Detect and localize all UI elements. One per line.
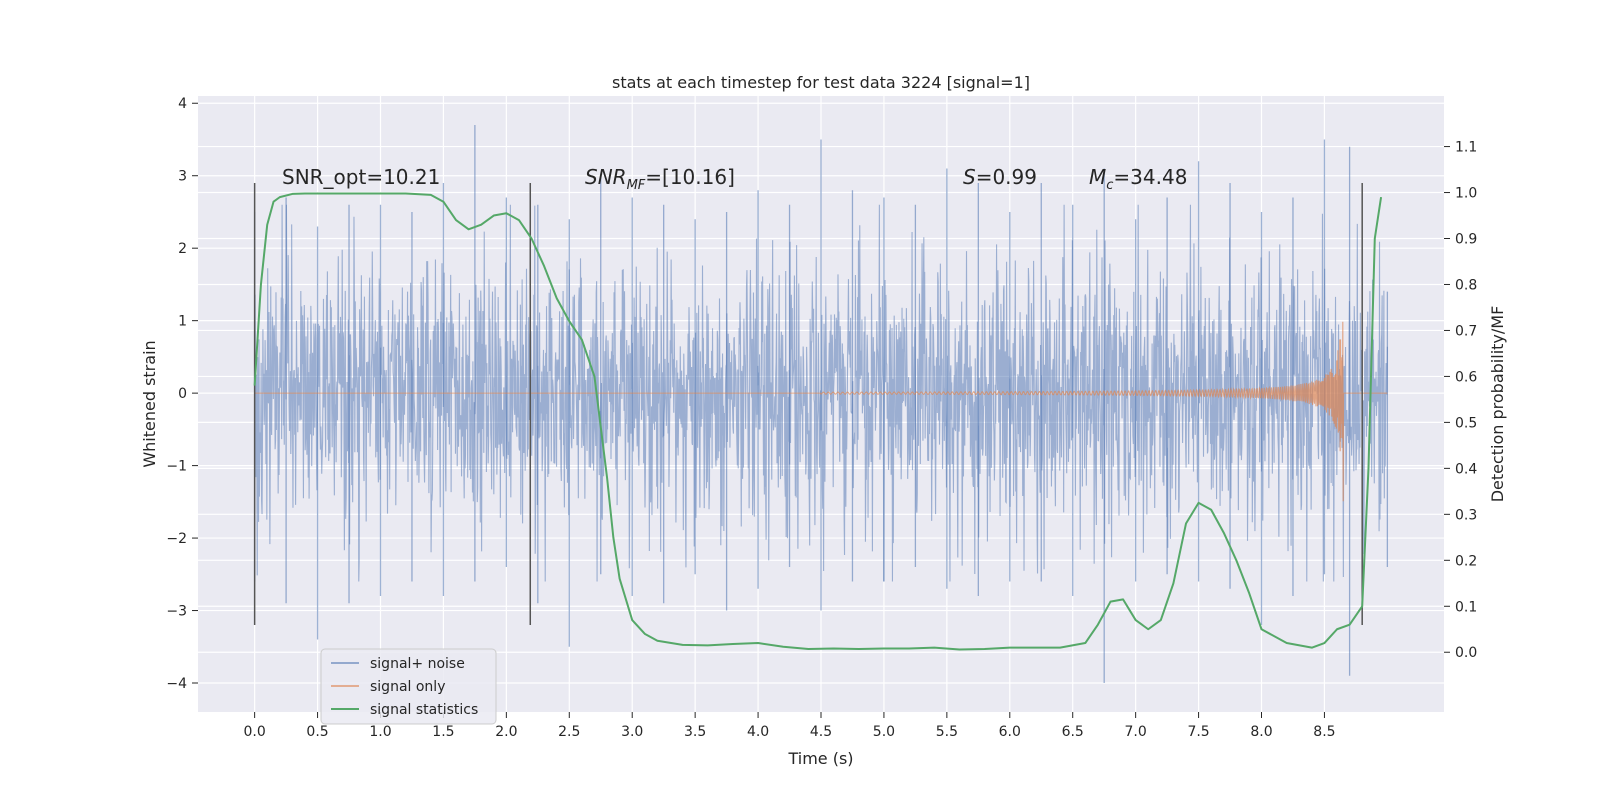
x-tick-label: 6.5 [1062, 724, 1084, 740]
y-tick-label-right: 0.4 [1455, 461, 1477, 477]
y-tick-label-right: 0.7 [1455, 323, 1477, 339]
x-tick-label: 5.5 [936, 724, 958, 740]
x-tick-label: 7.5 [1187, 724, 1209, 740]
x-tick-label: 6.0 [999, 724, 1021, 740]
annotation-mc-label: M [1089, 165, 1106, 189]
x-tick-label: 1.5 [432, 724, 454, 740]
x-tick-label: 0.0 [244, 724, 266, 740]
x-axis: 0.0 0.5 1.0 1.5 2.0 2.5 3.0 3.5 4.0 4.5 5.0 5.5 6.0 6… [244, 712, 1336, 740]
y-tick-label-right: 0.2 [1455, 553, 1477, 569]
legend: signal+ noise signal only signal statist… [320, 648, 497, 725]
y-tick-label-left: −3 [166, 604, 187, 620]
x-tick-label: 2.5 [558, 724, 580, 740]
x-tick-label: 1.0 [369, 724, 391, 740]
y-tick-label-left: 2 [178, 241, 187, 257]
chart-title: stats at each timestep for test data 322… [612, 73, 1030, 92]
y-tick-label-right: 1.1 [1455, 140, 1477, 156]
annotation-mc-sub: c [1106, 178, 1113, 193]
y-tick-label-right: 0.3 [1455, 507, 1477, 523]
legend-box [320, 648, 497, 725]
annotation-snr-mf-sub: MF [627, 178, 646, 193]
signal-plus-noise-line [253, 124, 1389, 684]
vertical-markers [253, 182, 1363, 626]
y-tick-label-right: 0.8 [1455, 277, 1477, 293]
annotation-snr-mf-base: SNR [585, 165, 627, 189]
y-axis-left: −4 −3 −2 −1 0 1 2 3 4 [166, 96, 198, 692]
annotation-snr-mf: SNRMF=[10.16] [585, 165, 735, 193]
signal-statistics-line [253, 192, 1383, 651]
annotation-snr-mf-value: =[10.16] [645, 165, 735, 189]
y-tick-label-left: −1 [166, 459, 187, 475]
x-tick-label: 7.0 [1125, 724, 1147, 740]
y-tick-label-left: 3 [178, 169, 187, 185]
y-axis-right: 0.0 0.1 0.2 0.3 0.4 0.5 0.6 0.7 0.8 0.9 1.0 1.1 [1444, 140, 1477, 661]
annotation-mc: Mc=34.48 [1089, 165, 1187, 193]
annotation-mc-value: =34.48 [1113, 165, 1187, 189]
legend-label-signal-only: signal only [370, 679, 445, 695]
y-tick-label-right: 0.1 [1455, 599, 1477, 615]
x-tick-label: 5.0 [873, 724, 895, 740]
x-tick-label: 2.0 [495, 724, 517, 740]
y-tick-label-left: 1 [178, 314, 187, 330]
annotation-snr-opt: SNR_opt=10.21 [282, 165, 440, 189]
y-tick-label-right: 1.0 [1455, 186, 1477, 202]
y-tick-label-right: 0.6 [1455, 369, 1477, 385]
x-tick-label: 4.5 [810, 724, 832, 740]
signal-only-trace [254, 321, 1388, 502]
y-tick-label-left: 4 [178, 96, 187, 112]
y-tick-label-right: 0.9 [1455, 232, 1477, 248]
y-axis-left-label: Whitened strain [140, 340, 159, 467]
y-axis-right-label: Detection probability/MF [1488, 306, 1507, 503]
y-tick-label-left: −2 [166, 531, 187, 547]
y-tick-label-left: 0 [178, 386, 187, 402]
y-tick-label-right: 0.5 [1455, 415, 1477, 431]
x-tick-label: 3.0 [621, 724, 643, 740]
x-axis-label: Time (s) [787, 749, 853, 768]
annotation-s-label: S [963, 165, 976, 189]
signal-statistics-trace [253, 192, 1383, 651]
x-tick-label: 8.0 [1250, 724, 1272, 740]
y-tick-label-right: 0.0 [1455, 645, 1477, 661]
y-tick-label-left: −4 [166, 676, 187, 692]
x-tick-label: 4.0 [747, 724, 769, 740]
annotation-s: S=0.99 [963, 165, 1037, 189]
legend-label-signal-plus-noise: signal+ noise [370, 656, 465, 672]
annotation-s-value: =0.99 [976, 165, 1037, 189]
x-tick-label: 0.5 [306, 724, 328, 740]
signal-only-line [254, 321, 1388, 502]
legend-label-signal-statistics: signal statistics [370, 702, 478, 718]
x-tick-label: 3.5 [684, 724, 706, 740]
x-tick-label: 8.5 [1313, 724, 1335, 740]
